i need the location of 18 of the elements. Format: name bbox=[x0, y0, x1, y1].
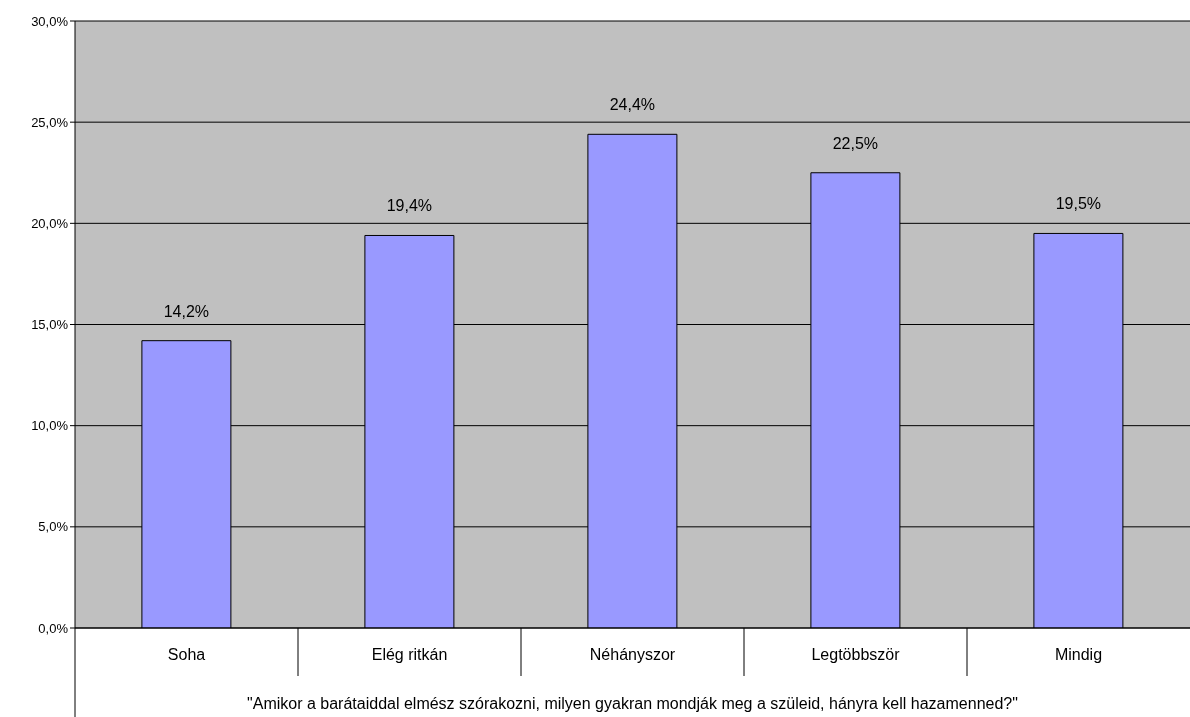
data-label: 24,4% bbox=[609, 96, 656, 114]
data-label: 19,4% bbox=[386, 197, 433, 215]
data-label: 22,5% bbox=[832, 134, 879, 152]
x-tick-label: Mindig bbox=[1054, 646, 1103, 663]
x-tick-label: Elég ritkán bbox=[371, 646, 448, 663]
y-tick-label: 5,0% bbox=[38, 519, 69, 535]
data-label: 14,2% bbox=[163, 302, 210, 320]
y-tick-label: 30,0% bbox=[31, 13, 69, 29]
x-tick-label: Legtöbbször bbox=[811, 646, 901, 663]
x-axis-title: "Amikor a barátaiddal elmész szórakozni, milyen gyakran mondják meg a szüleid, hányra kell hazamenned?" bbox=[247, 695, 1018, 712]
data-label: 19,5% bbox=[1055, 195, 1102, 213]
y-tick-label: 25,0% bbox=[31, 114, 69, 130]
y-tick-label: 15,0% bbox=[31, 317, 69, 333]
x-tick-label: Soha bbox=[167, 646, 206, 663]
y-tick-label: 0,0% bbox=[38, 620, 69, 636]
x-tick-label: Néhányszor bbox=[589, 646, 676, 663]
y-tick-label: 20,0% bbox=[31, 215, 69, 231]
y-tick-label: 10,0% bbox=[31, 418, 69, 434]
